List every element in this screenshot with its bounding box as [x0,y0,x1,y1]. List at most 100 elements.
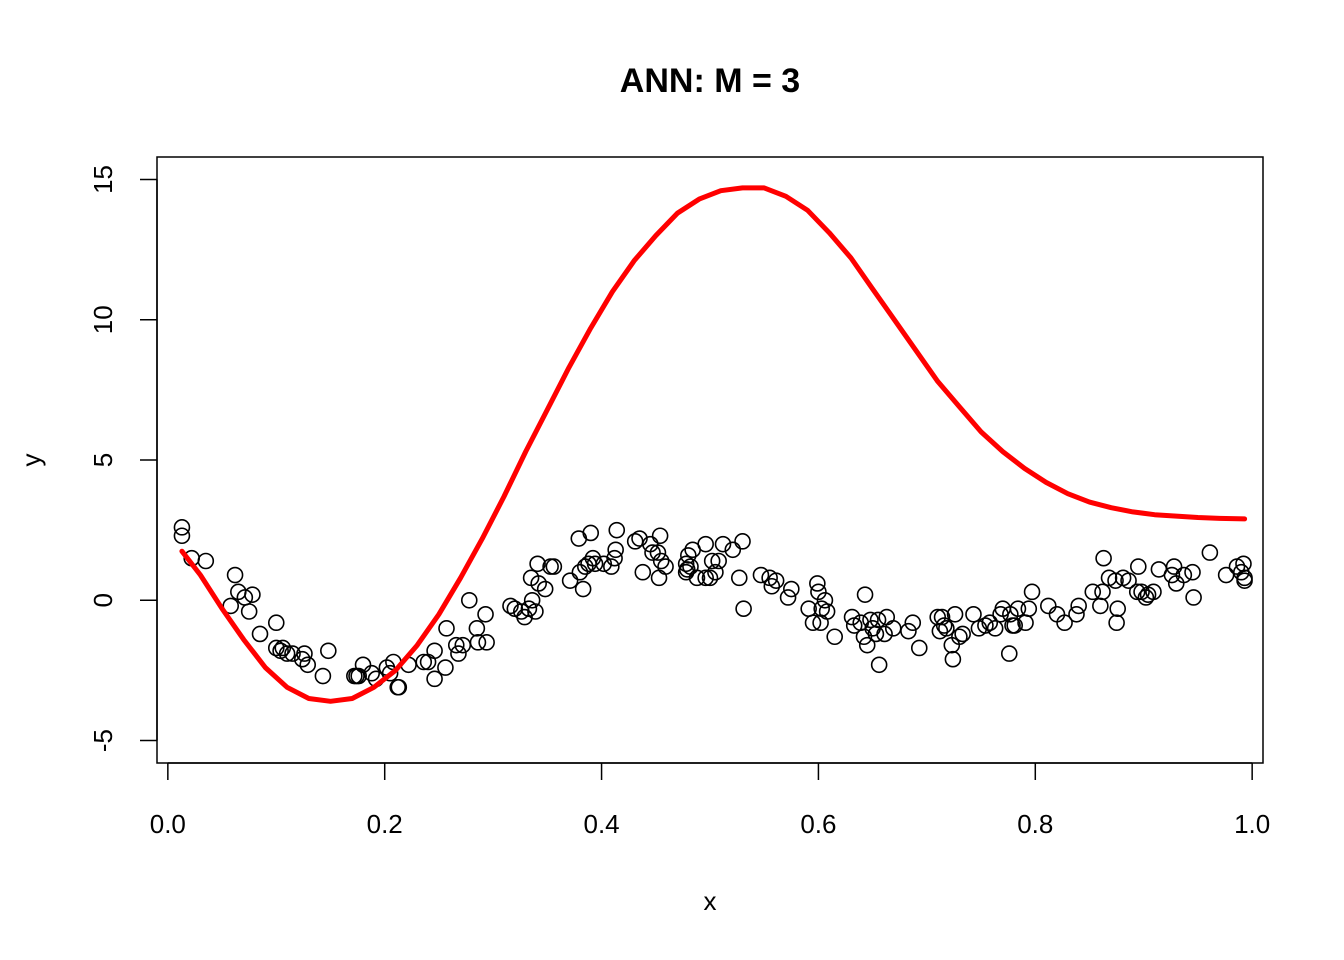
y-tick-label: 0 [88,593,118,607]
scatter-point [582,524,600,542]
scatter-point [314,667,332,685]
scatter-point [804,614,822,632]
x-axis: 0.0 0.2 0.4 0.6 0.8 1.0 [150,762,1270,839]
scatter-point [1108,614,1125,632]
scatter-point [910,639,928,657]
scatter-point [763,577,781,595]
scatter-point [354,656,372,674]
scatter-point [173,519,191,536]
scatter-point [697,569,714,587]
scatter-points [173,519,1253,696]
scatter-point [977,617,994,634]
scatter-point [1095,549,1112,567]
scatter-point [864,620,881,637]
scatter-point [527,603,544,620]
scatter-point [631,530,648,547]
x-tick-label: 1.0 [1234,809,1270,839]
scatter-point [1236,572,1253,589]
scatter-point [714,535,732,553]
scatter-point [536,580,554,598]
scatter-point [1235,555,1252,573]
scatter-point [752,566,770,584]
scatter-point [251,625,269,643]
fit-line [179,185,1248,704]
scatter-point [1094,583,1111,601]
y-axis: -5 0 5 10 15 [88,165,158,752]
scatter-point [779,589,797,606]
scatter-point [855,628,873,646]
scatter-point [946,606,964,623]
scatter-point [437,659,454,676]
scatter-point [697,535,714,553]
scatter-point [1006,617,1023,634]
scatter-point [951,628,968,646]
scatter-point [707,563,724,581]
plot-box [156,156,1264,764]
scatter-point [197,552,215,570]
scatter-point [363,664,380,682]
scatter-point [574,580,592,598]
scatter-point [1070,597,1087,615]
scatter-point [1128,583,1146,601]
y-tick-label: -5 [88,729,118,752]
scatter-point [571,563,589,581]
scatter-point [447,636,465,654]
scatter-point [1185,589,1202,606]
scatter-point [1165,558,1183,575]
scatter-point [1023,583,1041,601]
scatter-point [884,620,902,637]
scatter-point [450,645,467,662]
scatter-point [710,552,727,570]
scatter-point [240,603,258,620]
scatter-point [869,611,887,629]
scatter-point [878,608,896,626]
scatter-point [703,552,721,570]
scatter-point [478,634,495,651]
scatter-point [634,563,652,581]
scatter-point [244,586,261,603]
scatter-point [650,569,668,587]
scatter-point [678,561,696,578]
scatter-point [986,620,1004,637]
scatter-point [1184,563,1201,581]
scatter-point [545,558,563,575]
scatter-point [1020,600,1038,617]
scatter-point [651,527,669,545]
scatter-point [284,645,301,662]
scatter-point [296,645,313,662]
y-axis-label: y [16,454,46,467]
scatter-point [426,670,443,688]
scatter-point [954,625,971,643]
scatter-point [862,611,879,629]
scatter-point [603,558,620,575]
scatter-point [516,608,533,626]
scatter-point [856,586,874,603]
scatter-point [1009,600,1027,617]
y-tick-label: 10 [88,305,118,334]
scatter-point [438,620,455,637]
scatter-point [644,544,661,561]
scatter-point [595,555,613,573]
scatter-point [767,572,785,589]
scatter-point [735,600,752,617]
scatter-point [730,569,748,587]
scatter-point [173,527,191,545]
x-tick-label: 0.6 [800,809,836,839]
scatter-point [826,628,843,646]
scatter-point [933,608,951,626]
scatter-point [381,664,399,682]
scatter-point [1107,572,1124,589]
x-tick-label: 0.8 [1017,809,1053,839]
scatter-point [390,678,408,696]
scatter-point [230,583,247,601]
scatter-point [724,541,742,559]
fit-line-layer [179,185,1248,704]
scatter-point [278,645,296,662]
scatter-point [570,530,588,547]
scatter-point [1000,645,1018,662]
scatter-point [460,591,478,609]
scatter-point [904,614,922,632]
x-tick-label: 0.4 [583,809,619,839]
scatter-point [477,606,494,623]
